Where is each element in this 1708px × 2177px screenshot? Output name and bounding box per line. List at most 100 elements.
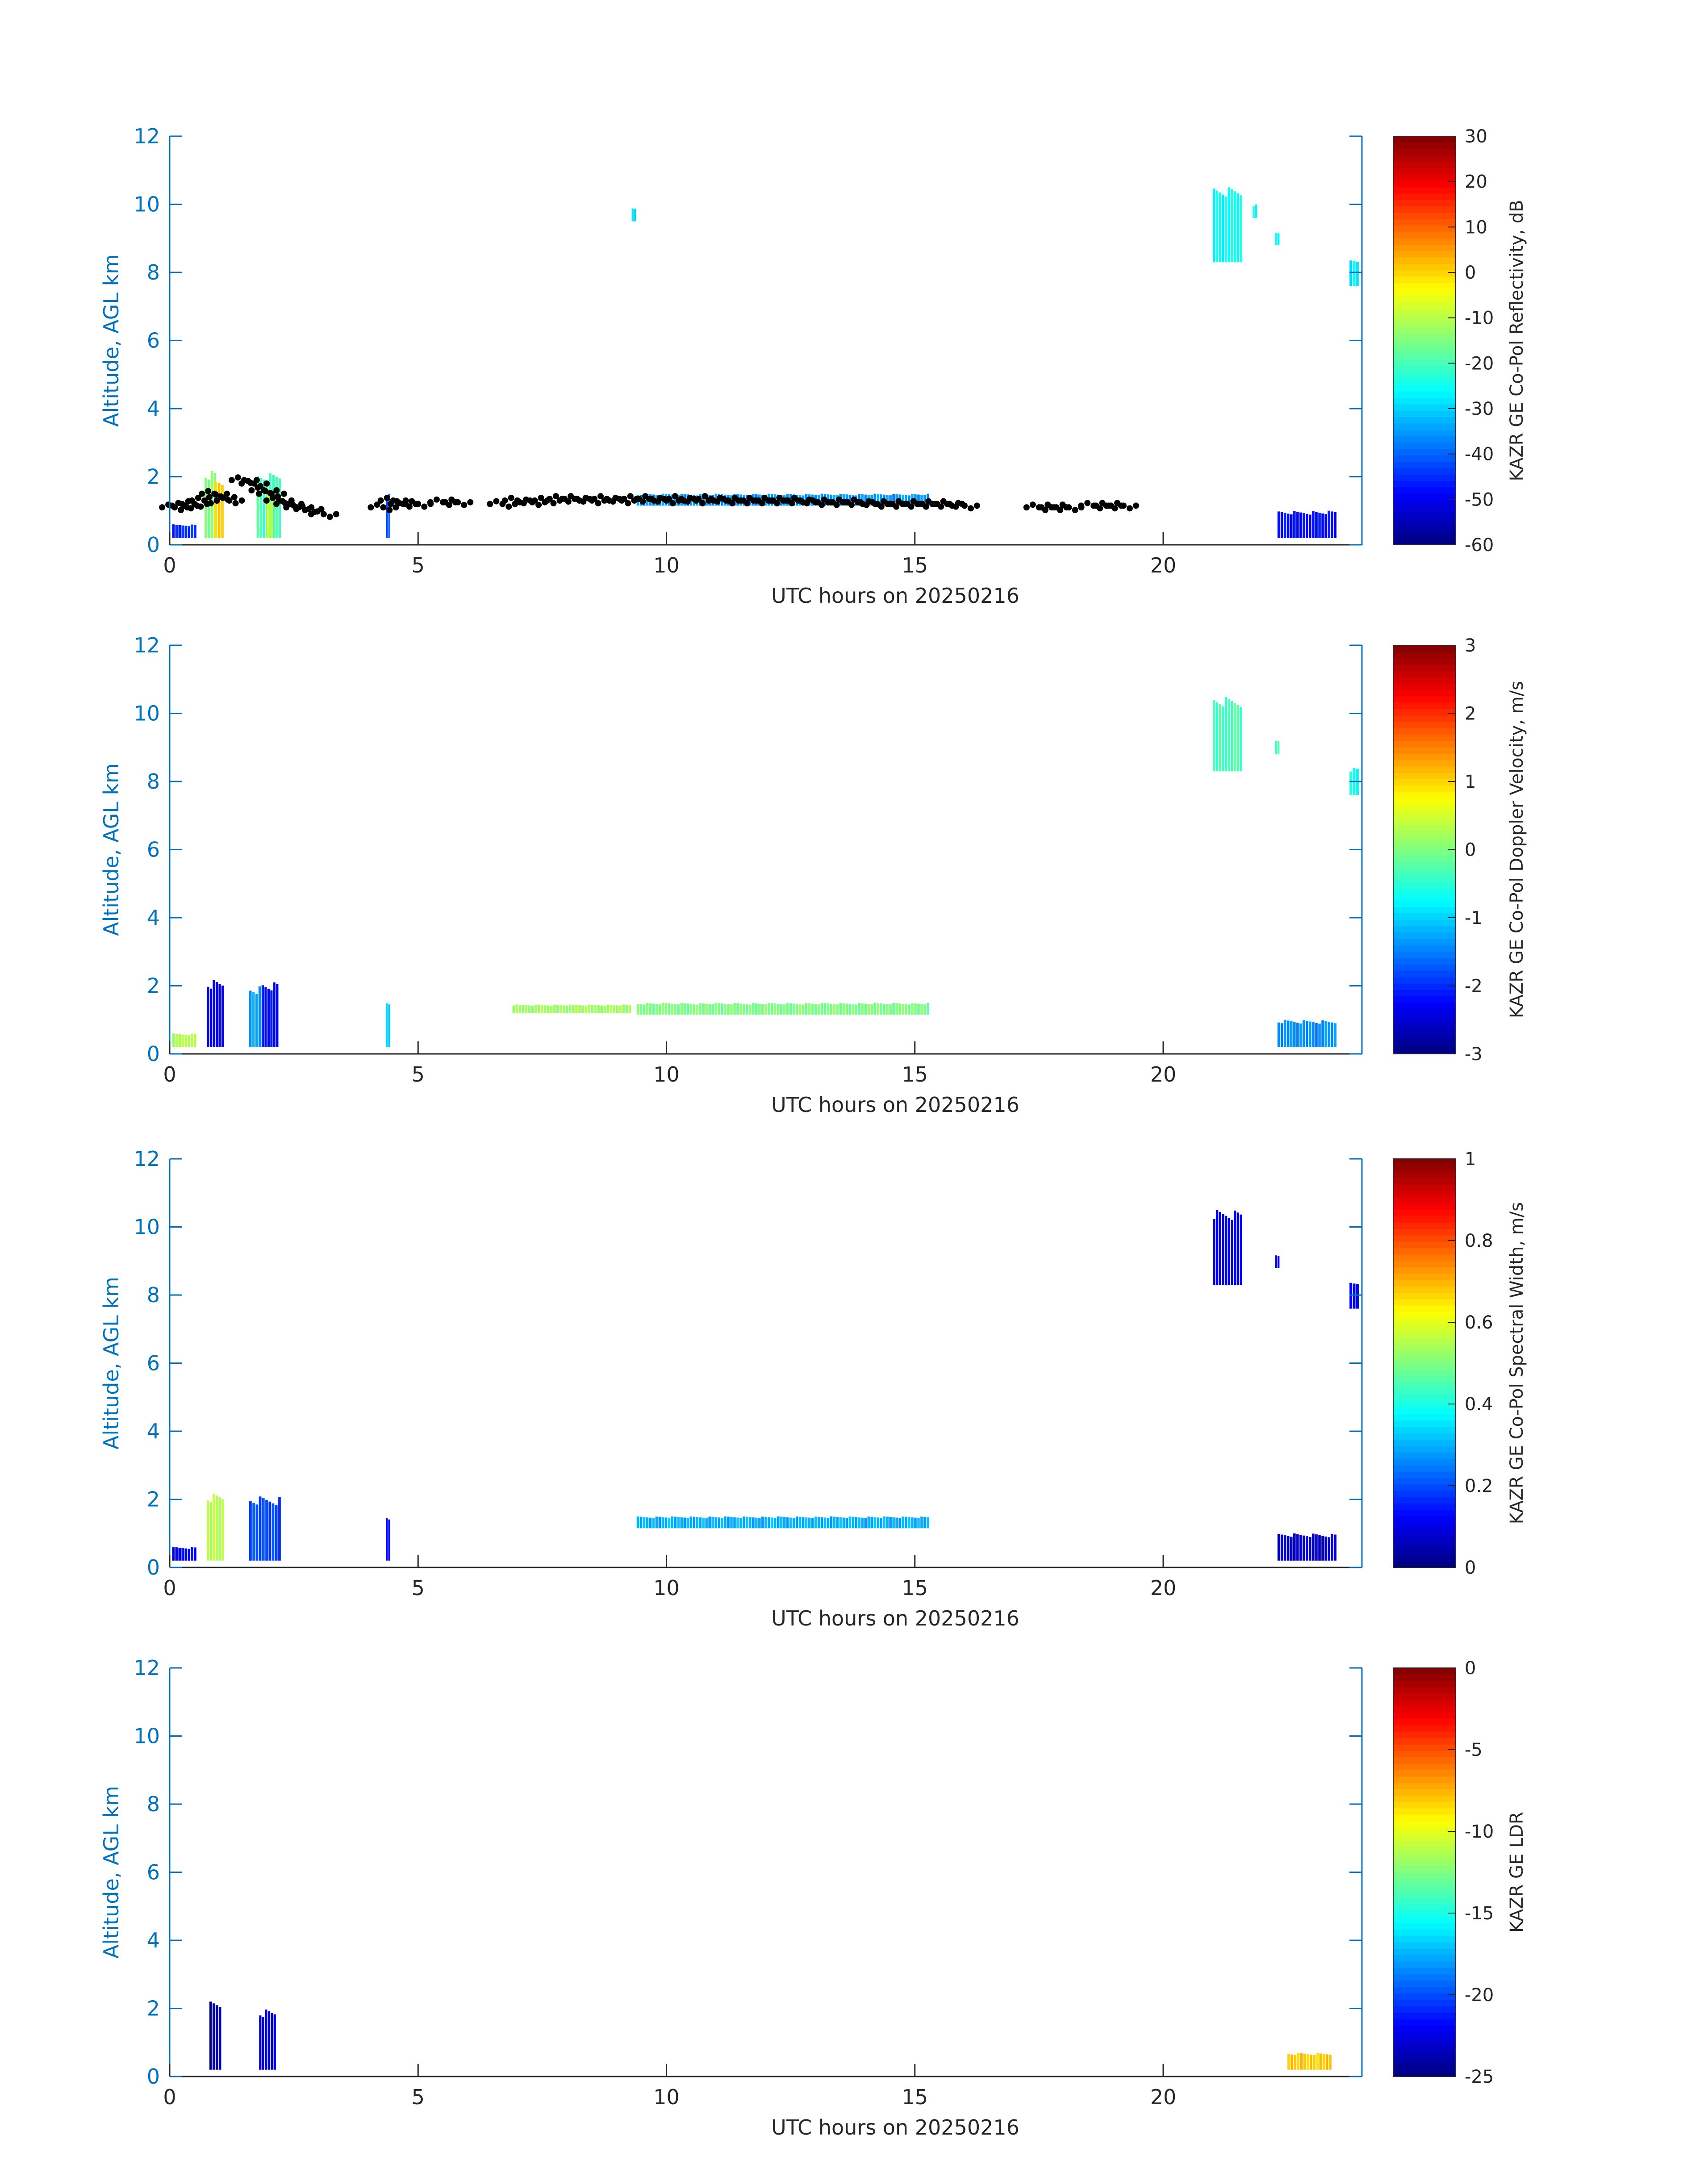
chart-panel-1: 0 2 4 6 8 10 12 0 5 10 15 20 UTC hours on 20250216 Al… xyxy=(99,124,1527,608)
y-tick-label: 4 xyxy=(147,906,160,930)
cloud-base-point xyxy=(919,501,926,507)
data-cell xyxy=(705,1003,708,1015)
cloud-base-point xyxy=(874,501,881,507)
colorbar-band xyxy=(1393,398,1456,405)
data-cell xyxy=(814,1004,817,1015)
colorbar-band xyxy=(1393,1744,1456,1751)
data-cell xyxy=(864,1518,867,1529)
data-cell xyxy=(1334,1023,1336,1047)
colorbar-band xyxy=(1393,728,1456,735)
cloud-base-point xyxy=(455,499,461,506)
colorbar-tick-label: -50 xyxy=(1465,489,1494,510)
colorbar-band xyxy=(1393,1299,1456,1306)
cloud-base-point xyxy=(393,504,399,511)
data-cell xyxy=(278,1497,281,1561)
colorbar-band xyxy=(1393,932,1456,940)
colorbar-band xyxy=(1393,493,1456,501)
data-cell xyxy=(1319,2053,1322,2070)
colorbar-band xyxy=(1393,1191,1456,1198)
data-cell xyxy=(892,493,895,506)
colorbar-band xyxy=(1393,1184,1456,1191)
data-cell xyxy=(708,1004,711,1015)
data-cell xyxy=(1219,1212,1221,1285)
data-cell xyxy=(674,1517,677,1529)
data-cell xyxy=(649,1003,652,1015)
colorbar-band xyxy=(1393,321,1456,328)
data-cell xyxy=(1309,1537,1311,1561)
data-cell xyxy=(1283,1535,1286,1561)
cloud-base-point xyxy=(889,501,896,507)
colorbar-label: KAZR GE Co-Pol Doppler Velocity, m/s xyxy=(1507,681,1527,1018)
colorbar-band xyxy=(1393,824,1456,831)
colorbar-band xyxy=(1393,1421,1456,1428)
colorbar-band xyxy=(1393,939,1456,946)
data-cell xyxy=(597,1005,600,1013)
data-cell xyxy=(273,982,276,1047)
data-cell xyxy=(652,1003,655,1015)
data-cell xyxy=(1306,1536,1308,1561)
colorbar-band xyxy=(1393,1949,1456,1956)
data-cell xyxy=(603,1006,606,1013)
data-cell xyxy=(525,1005,528,1013)
data-cell xyxy=(1321,1536,1324,1561)
data-cell xyxy=(209,1502,213,1561)
data-cell xyxy=(783,1517,786,1529)
data-cell xyxy=(802,1004,805,1015)
data-cell xyxy=(867,1004,870,1015)
data-cell xyxy=(1213,1219,1215,1285)
colorbar-band xyxy=(1393,1471,1456,1479)
colorbar-band xyxy=(1393,289,1456,297)
data-cell xyxy=(683,1517,686,1529)
x-tick-label: 15 xyxy=(902,1576,928,1600)
colorbar-band xyxy=(1393,1904,1456,1911)
cloud-base-point xyxy=(1114,500,1120,506)
data-cell xyxy=(184,1035,187,1047)
data-cell xyxy=(736,1003,739,1015)
colorbar-band xyxy=(1393,1440,1456,1447)
data-cell xyxy=(267,988,270,1047)
data-cell xyxy=(646,1003,649,1015)
data-cell xyxy=(870,1004,873,1015)
data-cell xyxy=(1228,699,1230,772)
colorbar-band xyxy=(1393,658,1456,665)
colorbar-band xyxy=(1393,1731,1456,1739)
colorbar-band xyxy=(1393,404,1456,411)
data-cell xyxy=(1303,1020,1305,1047)
colorbar-band xyxy=(1393,1041,1456,1048)
colorbar-band xyxy=(1393,958,1456,965)
cloud-base-point xyxy=(179,501,185,507)
data-cell xyxy=(689,1003,693,1015)
data-cell xyxy=(671,1003,674,1015)
colorbar-tick-label: -5 xyxy=(1465,1740,1482,1760)
cloud-base-point xyxy=(377,497,384,504)
cloud-base-point xyxy=(621,496,627,502)
data-cell xyxy=(1318,1024,1321,1047)
cloud-base-point xyxy=(531,497,538,504)
data-cell xyxy=(1240,1214,1242,1285)
data-cell xyxy=(1334,512,1336,538)
colorbar-band xyxy=(1393,792,1456,799)
cloud-base-point xyxy=(501,497,508,504)
data-cell xyxy=(839,1003,842,1015)
y-tick-label: 10 xyxy=(134,702,160,726)
cloud-base-point xyxy=(283,504,290,511)
x-tick-label: 10 xyxy=(653,553,680,577)
colorbar-band xyxy=(1393,1923,1456,1930)
colorbar-band xyxy=(1393,1510,1456,1517)
data-cell xyxy=(920,1004,923,1015)
cloud-base-point xyxy=(205,488,212,494)
data-cell xyxy=(1296,1023,1299,1047)
x-tick-label: 20 xyxy=(1150,1576,1177,1600)
data-cell xyxy=(1231,701,1233,772)
cloud-base-point xyxy=(955,500,961,506)
colorbar-band xyxy=(1393,1936,1456,1943)
data-cell xyxy=(808,1003,811,1015)
data-cell xyxy=(777,1003,780,1015)
data-cell xyxy=(792,1003,795,1015)
data-cell xyxy=(833,1517,836,1529)
data-cell xyxy=(385,1518,388,1561)
data-cell xyxy=(213,980,215,1047)
data-cell xyxy=(902,1516,904,1529)
data-cell xyxy=(705,1518,708,1529)
cloud-base-point xyxy=(699,500,706,506)
